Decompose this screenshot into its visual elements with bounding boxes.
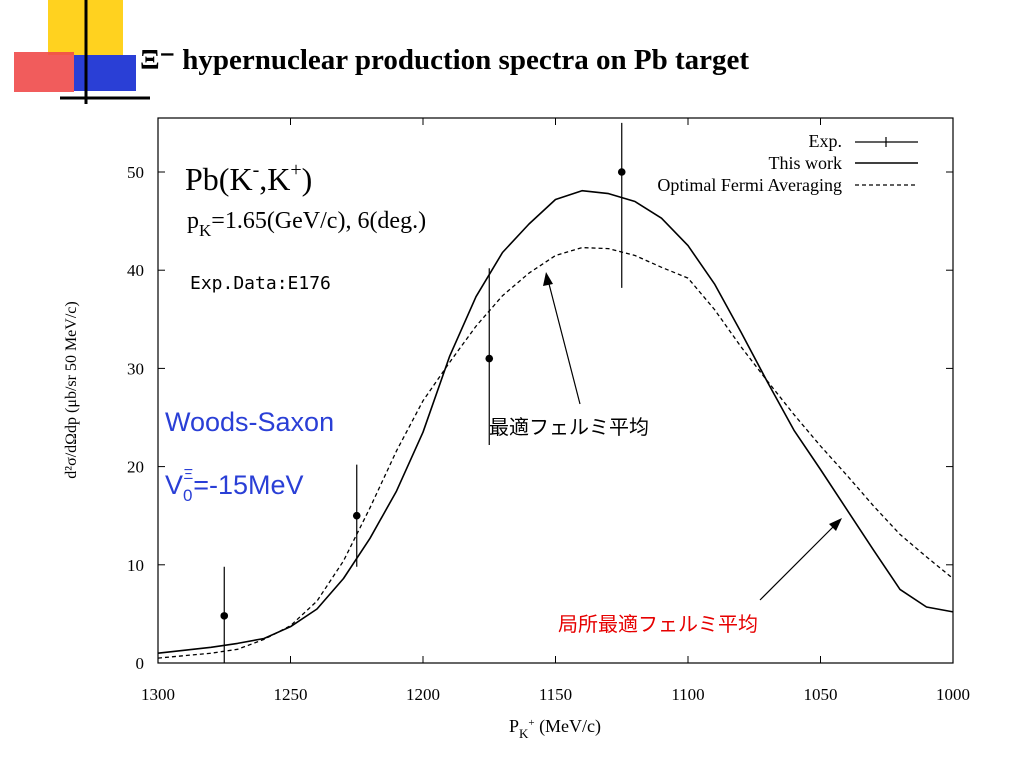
ofa-jp-label: 最適フェルミ平均: [489, 415, 649, 439]
deco-blue-square: [74, 55, 136, 91]
exp-data-point: [617, 168, 626, 176]
local-ofa-arrow-head: [829, 518, 842, 531]
y-tick-label: 20: [127, 458, 144, 477]
y-tick-label: 30: [127, 359, 144, 378]
exp-data-point: [485, 354, 494, 363]
woods-saxon-label: Woods-Saxon: [165, 407, 334, 437]
x-axis-label: PK+ (MeV/c): [509, 716, 601, 741]
y-tick-label: 0: [136, 654, 145, 673]
slide-title: Ξ⁻ hypernuclear production spectra on Pb…: [140, 44, 750, 76]
ofa-arrow-head: [543, 272, 553, 286]
legend: Exp. This work Optimal Fermi Averaging: [657, 131, 918, 195]
y-axis-label: d²σ/dΩdp (μb/sr 50 MeV/c): [63, 301, 80, 478]
exp-data-point: [352, 511, 361, 520]
momentum-label: pK=1.65(GeV/c), 6(deg.): [187, 208, 426, 240]
x-tick-label: 1000: [936, 685, 970, 704]
exp-data-point: [220, 612, 229, 620]
potential-label: V0Ξ=-15MeV: [165, 466, 304, 505]
x-tick-label: 1050: [804, 685, 838, 704]
local-ofa-arrow-line: [759, 523, 837, 601]
reaction-label: Pb(K-,K+): [185, 159, 312, 197]
local-ofa-jp-label: 局所最適フェルミ平均: [558, 612, 758, 636]
exp-data-label: Exp.Data:E176: [190, 273, 331, 294]
slide-decoration: [14, 0, 150, 104]
y-tick-label: 50: [127, 163, 144, 182]
ofa-arrow-line: [547, 279, 581, 405]
ofa-curve: [157, 246, 954, 659]
legend-entry-this-work: This work: [769, 153, 843, 173]
y-tick-label: 40: [127, 261, 144, 280]
this-work-curve: [157, 189, 954, 654]
x-tick-label: 1100: [671, 685, 704, 704]
legend-entry-exp: Exp.: [809, 131, 843, 151]
x-tick-label: 1300: [141, 685, 175, 704]
x-tick-label: 1250: [274, 685, 308, 704]
deco-red-square: [14, 52, 74, 92]
x-tick-label: 1200: [406, 685, 440, 704]
y-tick-label: 10: [127, 556, 144, 575]
x-tick-label: 1150: [539, 685, 572, 704]
legend-entry-ofa: Optimal Fermi Averaging: [657, 175, 842, 195]
